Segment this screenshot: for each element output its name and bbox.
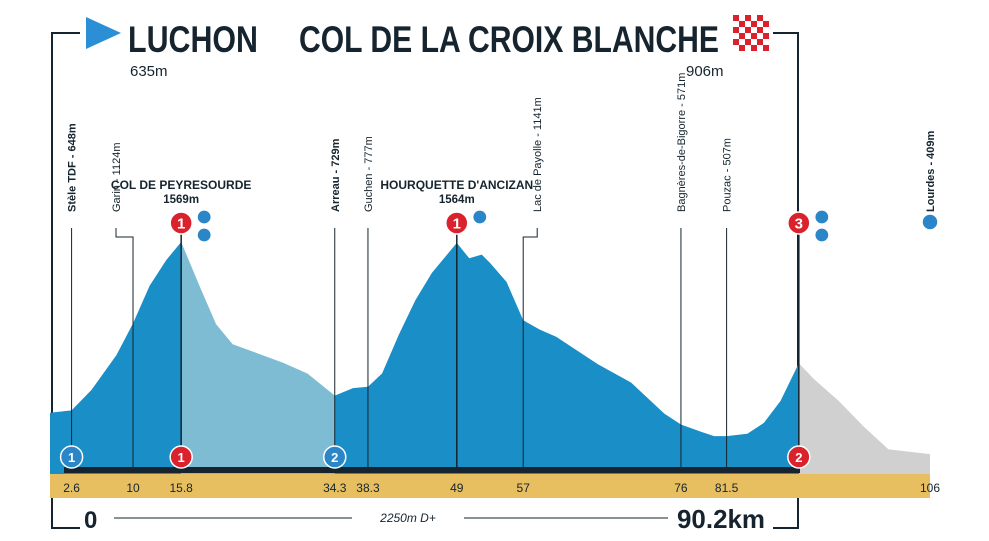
km-tick-5: 49 [450,481,464,495]
route-baseline [64,467,800,473]
profile-areas [50,242,930,474]
profile-area-main [334,242,799,474]
place-label-1: Garin - 1124m [111,143,123,213]
place-tick-1 [115,228,134,470]
info-icon-0 [196,227,212,243]
kom-category-1: 1 [453,216,461,233]
km-tick-labels: 2.6 10 15.8 34.3 38.3 49 57 76 81.5 106 [63,481,940,495]
bottom-marker-number-3: 2 [795,450,802,465]
pass-name-0: COL DE PEYRESOURDE [111,178,251,192]
bonus-icon-0 [196,209,212,225]
start-km-label: 0 [84,507,97,534]
km-tick-4: 38.3 [356,481,380,495]
kom-badge-1 [445,211,469,235]
pass-altitude-0: 1569m [163,194,199,206]
pass-markers: COL DE PEYRESOURDE 1569m 1 HOURQUETTE D'ANC… [111,178,830,470]
finish-flag-icon [733,15,769,51]
km-tick-1: 10 [126,481,140,495]
bottom-marker-2 [323,445,347,469]
bottom-marker-1 [169,445,193,469]
place-label-3: Guchen - 777m [363,136,375,212]
bottom-marker-0 [59,445,84,469]
bottom-marker-number-0: 1 [68,450,75,465]
finish-altitude: 906m [686,63,724,80]
km-tick-7: 76 [674,481,688,495]
pass-name-1: HOURQUETTE D'ANCIZAN [380,178,533,192]
km-tick-0: 2.6 [63,481,80,495]
profile-area-climb-1 [50,242,182,474]
km-tick-8: 81.5 [715,481,739,495]
kom-badge-0 [169,211,193,235]
bottom-markers: 1 1 2 2 [59,445,811,469]
place-labels: Stèle TDF - 648m Garin - 1124m Arreau - 72… [67,73,939,470]
place-label-6: Pouzac - 507m [722,138,734,212]
km-band [50,474,930,498]
start-altitude: 635m [130,63,168,80]
bottom-marker-number-2: 2 [331,450,338,465]
place-label-4: Lac de Payolle - 1141m [532,97,544,212]
place-label-7: Lourdes - 409m [925,130,937,212]
start-name: LUCHON [128,19,258,60]
frame-bracket [51,32,799,529]
km-tick-2: 15.8 [169,481,193,495]
place-tick-4 [522,228,538,470]
finish-name: COL DE LA CROIX BLANCHE [299,19,719,60]
place-label-2: Arreau - 729m [330,138,342,212]
profile-area-after-finish [798,363,930,474]
bottom-marker-number-1: 1 [178,450,185,465]
feed-zone-icon [921,213,939,231]
kom-badge-2 [787,211,811,235]
km-tick-3: 34.3 [323,481,347,495]
profile-area-descent-1 [181,242,335,474]
kom-category-0: 1 [177,216,185,233]
place-label-5: Bagnères-de-Bigorre - 571m [676,73,688,212]
finish-km-label: 90.2km [677,504,765,534]
info-icon-2 [814,227,830,243]
place-label-0: Stèle TDF - 648m [67,123,79,212]
total-climb: 2250m D+ [379,511,436,525]
pass-altitude-1: 1564m [439,194,475,206]
start-arrow-icon [86,17,121,49]
kom-category-2: 3 [795,216,803,233]
bonus-icon-2 [814,209,830,225]
bottom-marker-3 [787,445,811,469]
bonus-icon-1 [472,209,488,225]
km-tick-6: 57 [517,481,531,495]
km-tick-9: 106 [920,481,940,495]
